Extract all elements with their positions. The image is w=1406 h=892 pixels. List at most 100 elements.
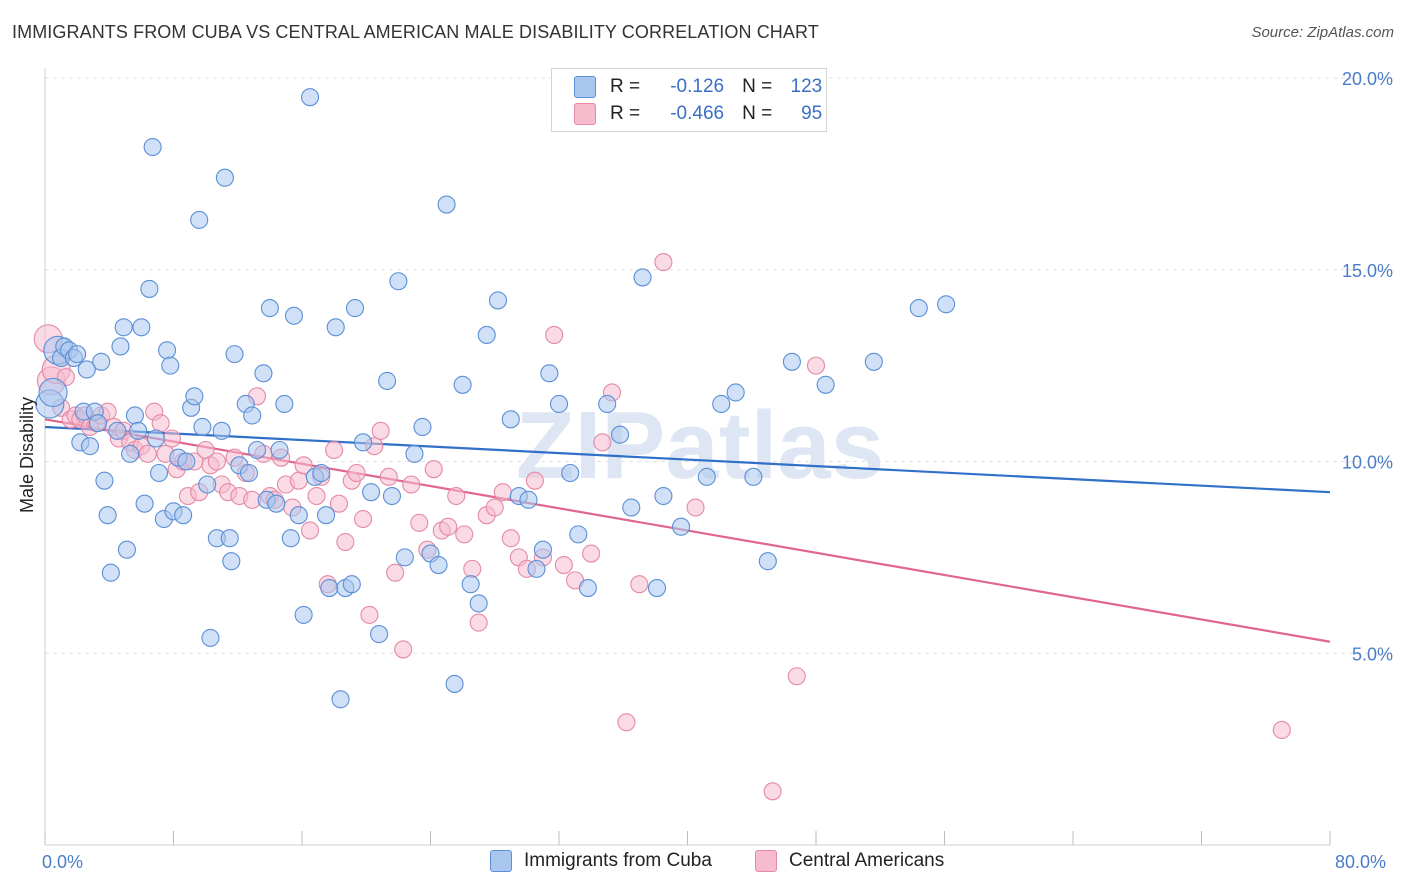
cuba-point-93	[501, 410, 520, 429]
cuba-point-110	[697, 467, 716, 486]
bottom-central-swatch	[755, 850, 777, 872]
cuba-point-65	[300, 88, 320, 107]
cuba-point-46	[215, 168, 234, 187]
cuba-point-61	[281, 529, 300, 548]
cuba-point-26	[135, 494, 154, 513]
grid-lines	[45, 77, 1392, 654]
cuba-point-74	[345, 299, 365, 318]
y-tick-label-3: 20.0%	[1342, 69, 1393, 89]
cuba-point-23	[125, 406, 144, 425]
cuba-point-39	[185, 387, 204, 406]
central-point-69	[447, 486, 466, 506]
cuba-point-22	[121, 444, 140, 463]
y-tick-labels: 5.0% 10.0% 15.0% 20.0%	[1342, 69, 1393, 664]
cuba-point-60	[275, 394, 294, 414]
chart-title: IMMIGRANTS FROM CUBA VS CENTRAL AMERICAN…	[12, 22, 819, 42]
legend-row-cuba: R = -0.126 N = 123	[574, 74, 822, 100]
cuba-point-21	[117, 540, 136, 559]
central-point-93	[806, 356, 826, 375]
central-point-56	[353, 509, 373, 529]
bottom-central-label: Central Americans	[789, 850, 945, 871]
y-tick-label-2: 15.0%	[1342, 261, 1393, 281]
bottom-legend-cuba: Immigrants from Cuba	[490, 850, 712, 872]
cuba-point-43	[201, 628, 220, 647]
cuba-point-69	[320, 579, 339, 598]
legend-r-label: R =	[610, 76, 641, 97]
central-point-31	[207, 452, 226, 471]
cuba-point-117	[864, 352, 883, 371]
cuba-point-83	[413, 417, 432, 437]
central-point-62	[394, 640, 413, 659]
cuba-point-115	[782, 352, 801, 371]
cuba-point-102	[578, 579, 597, 598]
legend-n-label-2: N =	[742, 103, 773, 124]
cuba-swatch	[574, 76, 596, 98]
central-point-92	[787, 667, 806, 686]
central-point-63	[402, 475, 421, 494]
y-axis-label: Male Disability	[17, 397, 37, 513]
central-point-84	[582, 544, 601, 563]
cuba-point-88	[453, 375, 472, 394]
central-point-68	[439, 517, 458, 536]
cuba-point-45	[212, 421, 231, 440]
cuba-points	[35, 88, 956, 709]
cuba-point-68	[317, 506, 336, 525]
central-point-82	[554, 555, 573, 575]
cuba-point-82	[405, 444, 424, 463]
legend-central-n: 95	[801, 103, 823, 124]
central-point-88	[630, 575, 649, 594]
cuba-point-78	[378, 371, 397, 391]
cuba-point-53	[243, 406, 262, 425]
central-point-75	[493, 483, 512, 502]
cuba-point-1	[38, 377, 68, 408]
cuba-point-11	[80, 437, 100, 456]
axes	[44, 68, 1331, 846]
central-point-59	[371, 421, 390, 440]
cuba-point-52	[239, 463, 259, 483]
cuba-point-92	[488, 291, 508, 310]
central-swatch	[574, 103, 596, 125]
cuba-point-37	[177, 452, 196, 471]
cuba-point-7	[68, 345, 87, 364]
cuba-point-103	[598, 394, 617, 414]
central-point-61	[386, 563, 405, 582]
legend-r-label-2: R =	[610, 103, 641, 124]
cuba-point-58	[267, 494, 286, 513]
cuba-point-113	[744, 467, 763, 486]
cuba-point-32	[158, 341, 177, 360]
cuba-point-86	[437, 195, 456, 214]
central-point-70	[455, 525, 474, 544]
cuba-point-14	[92, 352, 111, 371]
cuba-trend-line	[44, 425, 1331, 494]
cuba-point-80	[389, 272, 408, 291]
bottom-cuba-label: Immigrants from Cuba	[524, 850, 712, 871]
central-point-52	[329, 494, 348, 513]
cuba-point-90	[469, 594, 488, 613]
central-point-79	[525, 471, 544, 490]
cuba-point-100	[561, 463, 580, 483]
source-label: Source: ZipAtlas.com	[1251, 24, 1394, 41]
central-point-46	[294, 456, 313, 475]
cuba-point-71	[331, 690, 350, 709]
cuba-point-16	[98, 506, 117, 525]
central-point-21	[151, 414, 170, 433]
central-point-51	[325, 440, 344, 460]
cuba-point-91	[477, 325, 496, 344]
cuba-point-25	[132, 318, 151, 337]
cuba-point-64	[294, 605, 313, 624]
cuba-point-81	[395, 548, 414, 567]
y-tick-label-0: 5.0%	[1352, 644, 1393, 664]
cuba-point-105	[622, 498, 641, 517]
cuba-point-33	[161, 356, 180, 375]
cuba-point-116	[816, 375, 835, 394]
central-point-94	[1272, 720, 1291, 740]
cuba-point-89	[461, 575, 480, 594]
central-point-72	[469, 613, 488, 632]
cuba-point-59	[270, 440, 289, 460]
cuba-point-54	[247, 440, 267, 460]
cuba-point-67	[312, 463, 331, 483]
legend-cuba-n: 123	[790, 76, 823, 97]
central-point-64	[410, 513, 429, 532]
cuba-point-107	[647, 579, 667, 598]
